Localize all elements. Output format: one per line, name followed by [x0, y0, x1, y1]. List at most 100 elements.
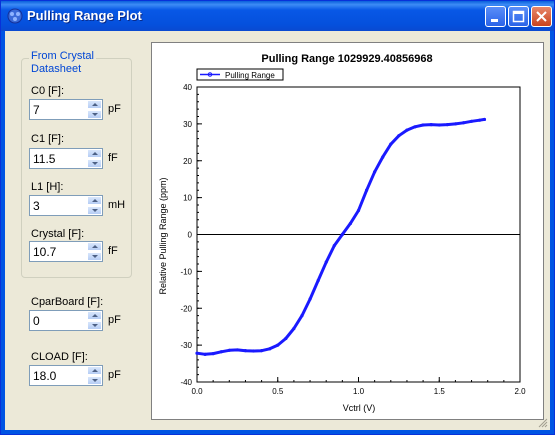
- data-point: [300, 314, 304, 318]
- data-point: [356, 208, 361, 213]
- data-point: [211, 352, 215, 356]
- spin-up-icon[interactable]: [87, 242, 102, 251]
- data-point: [461, 121, 466, 125]
- maximize-icon: [512, 10, 525, 23]
- cload-unit: pF: [108, 369, 121, 381]
- y-tick-label: -30: [180, 341, 192, 350]
- x-tick-label: 0.0: [191, 387, 203, 396]
- legend-box: [196, 68, 284, 81]
- window-title: Pulling Range Plot: [27, 8, 142, 23]
- data-point: [348, 221, 353, 226]
- data-point: [397, 134, 401, 138]
- x-tick-label: 1.5: [434, 387, 446, 396]
- cload-spinbox[interactable]: 18.0: [29, 365, 103, 386]
- data-point: [276, 343, 280, 347]
- l1-unit: mH: [108, 199, 126, 211]
- x-axis-label: Vctrl (V): [343, 403, 376, 413]
- data-point: [389, 142, 393, 146]
- data-point: [251, 349, 256, 353]
- cparboard-unit: pF: [108, 314, 121, 326]
- data-point: [203, 352, 207, 356]
- crystal-freq-value[interactable]: 10.7: [33, 245, 57, 259]
- crystal-freq-label: Crystal [F]:: [31, 228, 85, 240]
- crystal-group-title: From Crystal Datasheet: [29, 50, 96, 76]
- data-point: [364, 188, 369, 192]
- c0-spin-arrows[interactable]: [87, 100, 102, 119]
- y-tick-label: -40: [180, 378, 192, 387]
- l1-spin-arrows[interactable]: [87, 196, 102, 215]
- data-point: [421, 123, 425, 127]
- data-point: [316, 278, 320, 283]
- y-tick-label: 10: [183, 194, 192, 203]
- spin-up-icon[interactable]: [87, 196, 102, 205]
- l1-spinbox[interactable]: 3: [29, 195, 103, 216]
- cparboard-spinbox[interactable]: 0: [29, 310, 103, 331]
- close-button[interactable]: [531, 6, 552, 27]
- x-tick-label: 2.0: [514, 387, 526, 396]
- l1-value[interactable]: 3: [33, 199, 40, 213]
- spin-up-icon[interactable]: [87, 149, 102, 158]
- data-point: [284, 336, 288, 341]
- data-point: [413, 125, 417, 129]
- data-point: [381, 155, 385, 159]
- client-area: From Crystal Datasheet C0 [F]: 7 pF C1 […: [5, 31, 550, 430]
- data-point: [195, 351, 199, 355]
- legend-marker-icon: [207, 72, 213, 77]
- cload-label: CLOAD [F]:: [31, 351, 88, 363]
- spin-down-icon[interactable]: [87, 206, 102, 215]
- cparboard-value[interactable]: 0: [33, 314, 40, 328]
- data-point: [340, 232, 344, 237]
- c1-spinbox[interactable]: 11.5: [29, 148, 103, 169]
- spin-up-icon[interactable]: [87, 100, 102, 109]
- data-point: [453, 122, 457, 126]
- x-tick-label: 0.5: [272, 387, 284, 396]
- c0-spinbox[interactable]: 7: [29, 99, 103, 120]
- c0-unit: pF: [108, 103, 121, 115]
- minimize-button[interactable]: [485, 6, 506, 27]
- data-point: [405, 128, 409, 132]
- c1-value[interactable]: 11.5: [33, 152, 56, 166]
- data-point: [478, 118, 482, 122]
- data-point: [308, 297, 312, 301]
- y-axis-label: Relative Pulling Range (ppm): [158, 177, 168, 294]
- spin-down-icon[interactable]: [87, 159, 102, 168]
- cparboard-spin-arrows[interactable]: [87, 311, 102, 330]
- data-point: [235, 348, 239, 352]
- spin-down-icon[interactable]: [87, 252, 102, 261]
- pulling-range-chart: Pulling Range 1029929.40856968 Pulling R…: [158, 53, 526, 413]
- cload-value[interactable]: 18.0: [33, 369, 57, 383]
- y-tick-label: -20: [180, 304, 192, 313]
- title-bar[interactable]: Pulling Range Plot: [1, 1, 554, 31]
- crystal-freq-spinbox[interactable]: 10.7: [29, 241, 103, 262]
- data-point: [429, 123, 433, 127]
- spin-down-icon[interactable]: [87, 321, 102, 330]
- c1-label: C1 [F]:: [31, 133, 65, 145]
- chart-title: Pulling Range 1029929.40856968: [261, 53, 432, 65]
- data-point: [332, 243, 336, 248]
- c1-spin-arrows[interactable]: [87, 149, 102, 168]
- y-tick-label: 40: [183, 83, 192, 92]
- spin-down-icon[interactable]: [87, 110, 102, 119]
- y-tick-label: 0: [188, 231, 193, 240]
- l1-label: L1 [H]:: [31, 181, 64, 193]
- crystal-freq-spin-arrows[interactable]: [87, 242, 102, 261]
- data-point: [373, 170, 377, 174]
- resize-grip-icon[interactable]: [538, 418, 548, 428]
- c0-value[interactable]: 7: [33, 103, 40, 117]
- data-point: [445, 123, 449, 127]
- spin-up-icon[interactable]: [87, 366, 102, 375]
- spin-down-icon[interactable]: [87, 376, 102, 385]
- crystal-freq-unit: fF: [108, 245, 118, 257]
- y-tick-label: -10: [180, 267, 192, 276]
- cload-spin-arrows[interactable]: [87, 366, 102, 385]
- data-point: [292, 326, 296, 331]
- data-point: [437, 123, 441, 127]
- maximize-button[interactable]: [508, 6, 529, 27]
- minimize-icon: [491, 19, 498, 22]
- data-point: [469, 119, 474, 123]
- series-line-0: [195, 117, 486, 356]
- data-point: [268, 347, 272, 351]
- y-tick-label: 20: [183, 157, 192, 166]
- spin-up-icon[interactable]: [87, 311, 102, 320]
